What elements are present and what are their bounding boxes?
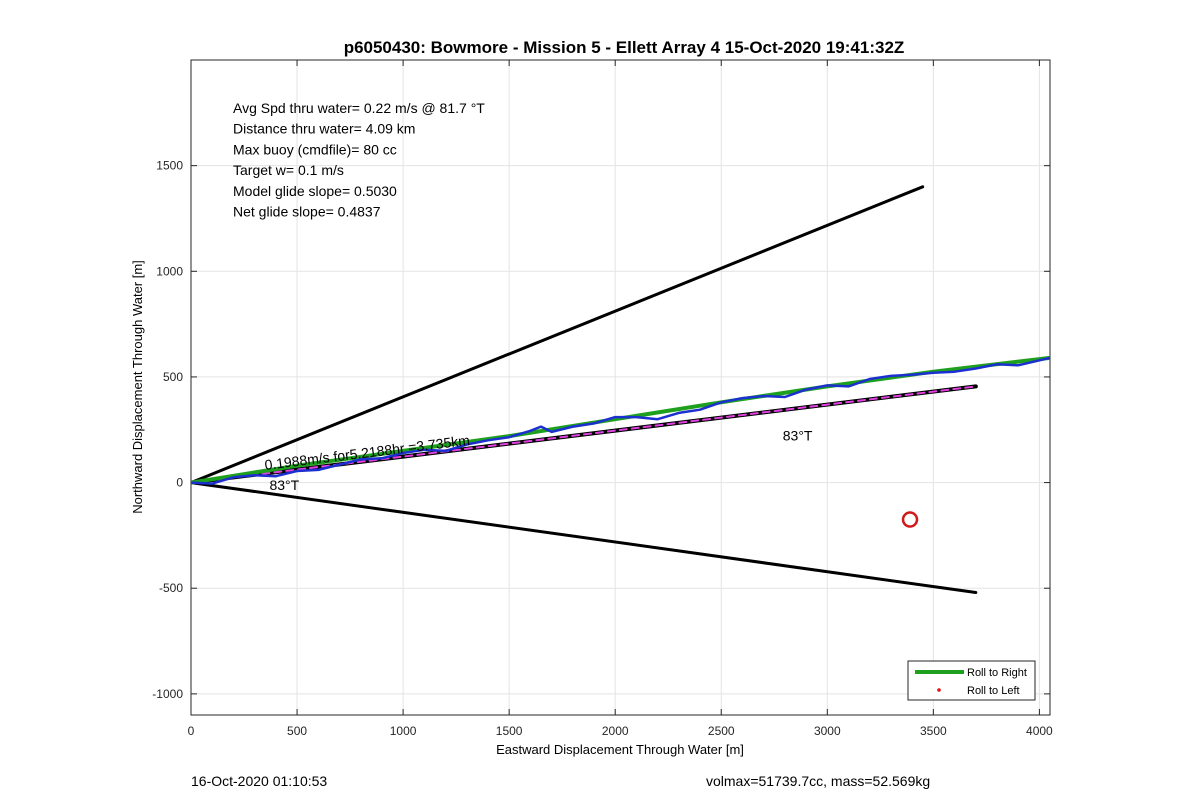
stats-line: Distance thru water= 4.09 km [233, 121, 415, 137]
grid [190, 60, 1050, 715]
x-tick-label: 3000 [814, 724, 841, 738]
annotation-label: 83°T [269, 477, 299, 493]
x-tick-label: 4000 [1026, 724, 1053, 738]
x-tick-label: 500 [287, 724, 307, 738]
legend-label: Roll to Left [967, 685, 1020, 697]
y-tick-label: 1500 [156, 159, 183, 173]
y-tick-label: 1000 [156, 264, 183, 278]
x-tick-label: 2500 [708, 724, 735, 738]
y-tick-label: -500 [159, 581, 183, 595]
y-tick-label: 500 [163, 370, 183, 384]
x-tick-label: 1000 [390, 724, 417, 738]
stats-line: Target w= 0.1 m/s [233, 162, 344, 178]
y-axis-label: Northward Displacement Through Water [m] [130, 260, 145, 514]
axis-ticks: 0 500 1000 1500 2000 2500 3000 3500 4000 -1000 -50… [152, 60, 1053, 738]
series-group [191, 185, 1050, 594]
annotation-label: 83°T [783, 427, 813, 443]
surface-point-marker [901, 511, 919, 528]
x-tick-label: 0 [188, 724, 195, 738]
x-tick-label: 3500 [920, 724, 947, 738]
axes-box [190, 59, 1051, 716]
legend-swatch-dot [937, 688, 941, 692]
stats-text-block: Avg Spd thru water= 0.22 m/s @ 81.7 °T Di… [233, 100, 485, 220]
series-mean-heading-overlay [191, 385, 977, 484]
x-axis-label: Eastward Displacement Through Water [m] [496, 742, 744, 757]
legend-label: Roll to Right [967, 667, 1027, 679]
series-track [191, 356, 1050, 485]
stats-line: Max buoy (cmdfile)= 80 cc [233, 141, 397, 157]
series-envelope [191, 185, 925, 485]
stats-line: Avg Spd thru water= 0.22 m/s @ 81.7 °T [233, 100, 485, 116]
footer-timestamp: 16-Oct-2020 01:10:53 [191, 773, 328, 789]
x-tick-label: 1500 [496, 724, 523, 738]
legend: Roll to Right Roll to Left [907, 660, 1036, 701]
x-tick-label: 2000 [602, 724, 629, 738]
y-tick-label: 0 [176, 476, 183, 490]
y-tick-label: -1000 [152, 687, 183, 701]
stats-line: Model glide slope= 0.5030 [233, 183, 397, 199]
chart-title: p6050430: Bowmore - Mission 5 - Ellett A… [344, 38, 905, 57]
legend-box [907, 660, 1036, 701]
stats-line: Net glide slope= 0.4837 [233, 204, 381, 220]
series-envelope [191, 481, 978, 594]
footer-vehicle-info: volmax=51739.7cc, mass=52.569kg [706, 773, 931, 789]
